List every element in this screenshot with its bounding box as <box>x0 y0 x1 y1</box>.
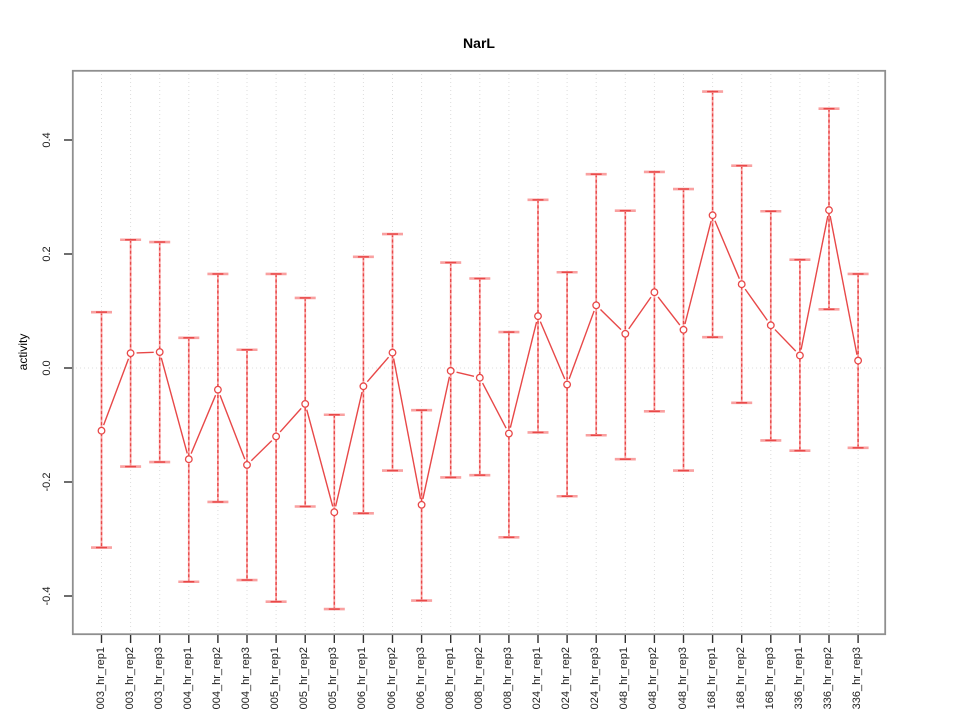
x-tick-label: 048_hr_rep2 <box>647 647 660 710</box>
y-tick-label: 0.4 <box>41 132 53 148</box>
plot-area <box>64 69 887 643</box>
x-tick-label: 008_hr_rep1 <box>443 647 456 710</box>
x-tick-label: 003_hr_rep1 <box>94 647 107 710</box>
series-line-segment <box>279 407 302 433</box>
data-point-marker <box>301 399 310 408</box>
x-tick-label: 004_hr_rep2 <box>210 647 223 710</box>
series-line-segment <box>539 321 566 380</box>
data-point-marker <box>563 380 572 389</box>
x-tick-label: 008_hr_rep3 <box>501 647 514 710</box>
data-point-marker <box>213 385 222 394</box>
data-point-marker <box>592 301 601 310</box>
x-tick-label: 168_hr_rep3 <box>763 647 776 710</box>
series-line-segment <box>456 371 475 377</box>
y-tick-label: 0.2 <box>41 246 53 262</box>
y-tick-label: -0.4 <box>41 586 53 606</box>
data-point-marker <box>330 508 339 517</box>
x-tick-label: 168_hr_rep1 <box>705 647 718 710</box>
data-point-marker <box>825 206 833 215</box>
data-point-marker <box>854 356 863 365</box>
y-tick-label: 0.0 <box>41 360 53 376</box>
series-line-segment <box>829 215 858 355</box>
y-tick-label: -0.2 <box>41 472 53 492</box>
series-line-segment <box>136 351 154 354</box>
data-point-marker <box>795 351 804 360</box>
x-tick-label: 004_hr_rep3 <box>240 647 252 710</box>
series-line-segment <box>250 440 273 462</box>
x-tick-label: 006_hr_rep3 <box>414 647 427 710</box>
data-point-marker <box>155 348 164 356</box>
data-point-marker <box>388 348 397 357</box>
x-tick-label: 336_hr_rep3 <box>851 647 864 710</box>
data-point-marker <box>184 455 193 464</box>
series-line-segment <box>306 409 334 507</box>
series-line-segment <box>657 296 681 326</box>
x-tick-label: 168_hr_rep2 <box>734 647 747 710</box>
y-axis-title: activity <box>16 333 30 371</box>
series-line-segment <box>774 329 797 352</box>
x-tick-label: 005_hr_rep3 <box>327 647 340 710</box>
series-line-segment <box>599 308 622 331</box>
data-point-marker <box>737 280 746 289</box>
x-tick-label: 336_hr_rep2 <box>822 647 834 710</box>
x-tick-label: 005_hr_rep1 <box>269 647 282 710</box>
x-tick-label: 006_hr_rep1 <box>356 647 369 710</box>
data-point-marker <box>446 366 455 375</box>
x-tick-label: 004_hr_rep1 <box>181 647 194 710</box>
x-tick-label: 048_hr_rep1 <box>618 647 631 710</box>
series-line-segment <box>190 394 217 454</box>
series-line-segment <box>800 215 829 350</box>
data-point-marker <box>475 373 484 382</box>
data-point-marker <box>359 382 368 391</box>
series-line-segment <box>628 296 652 330</box>
data-point-marker <box>417 500 426 509</box>
data-point-marker <box>708 211 717 220</box>
data-point-marker <box>679 325 688 334</box>
data-point-marker <box>504 429 513 438</box>
series-line-segment <box>392 358 422 500</box>
x-tick-label: 006_hr_rep2 <box>385 647 398 710</box>
series-line-segment <box>744 288 768 321</box>
series-line-segment <box>568 310 595 380</box>
data-point-marker <box>621 329 630 338</box>
data-point-marker <box>650 288 659 297</box>
plot-border <box>71 69 887 636</box>
series-line-segment <box>422 376 451 500</box>
series-line-segment <box>509 321 538 428</box>
data-point-marker <box>272 432 281 441</box>
x-tick-label: 003_hr_rep3 <box>152 647 165 710</box>
series-line-segment <box>481 382 507 429</box>
x-tick-label: 003_hr_rep2 <box>123 647 136 710</box>
x-tick-label: 024_hr_rep2 <box>560 647 573 710</box>
data-point-marker <box>243 460 251 469</box>
x-tick-label: 048_hr_rep3 <box>676 647 689 710</box>
x-tick-label: 336_hr_rep1 <box>792 647 805 710</box>
series-line-segment <box>160 357 188 454</box>
series-line-segment <box>366 356 390 383</box>
x-tick-label: 008_hr_rep2 <box>472 647 485 710</box>
chart-title: NarL <box>463 35 495 51</box>
x-tick-label: 005_hr_rep2 <box>298 647 311 710</box>
series-line-segment <box>334 391 363 507</box>
data-point-marker <box>126 349 135 358</box>
x-tick-label: 024_hr_rep3 <box>589 647 602 710</box>
x-tick-label: 024_hr_rep1 <box>531 647 543 710</box>
data-point-marker <box>534 312 542 321</box>
series-line-segment <box>219 395 246 460</box>
data-point-marker <box>766 321 775 330</box>
series-line-segment <box>102 358 130 426</box>
series-line-segment <box>714 220 741 279</box>
data-point-marker <box>97 426 106 435</box>
series-line-segment <box>684 220 712 325</box>
